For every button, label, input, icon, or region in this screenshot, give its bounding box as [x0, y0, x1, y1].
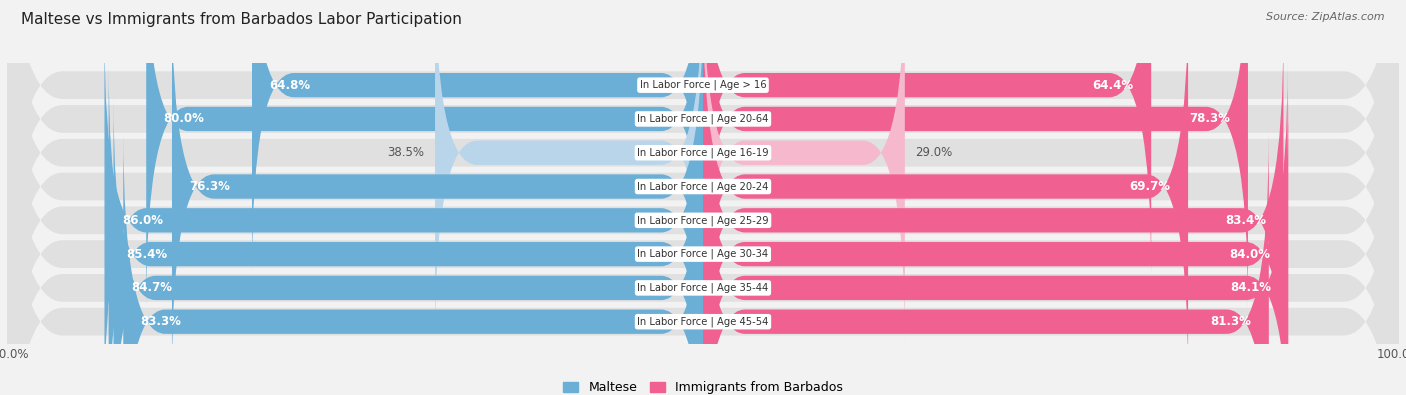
- Text: Source: ZipAtlas.com: Source: ZipAtlas.com: [1267, 12, 1385, 22]
- Text: 78.3%: 78.3%: [1189, 113, 1230, 126]
- Text: 84.0%: 84.0%: [1229, 248, 1270, 261]
- Text: 80.0%: 80.0%: [163, 113, 204, 126]
- Text: 29.0%: 29.0%: [915, 146, 952, 159]
- FancyBboxPatch shape: [703, 64, 1288, 395]
- FancyBboxPatch shape: [7, 0, 1399, 395]
- FancyBboxPatch shape: [7, 0, 1399, 342]
- Text: In Labor Force | Age 16-19: In Labor Force | Age 16-19: [637, 147, 769, 158]
- FancyBboxPatch shape: [703, 0, 905, 343]
- Text: In Labor Force | Age 20-24: In Labor Force | Age 20-24: [637, 181, 769, 192]
- FancyBboxPatch shape: [703, 30, 1284, 395]
- FancyBboxPatch shape: [172, 0, 703, 377]
- FancyBboxPatch shape: [7, 0, 1399, 395]
- Text: 76.3%: 76.3%: [190, 180, 231, 193]
- Text: 38.5%: 38.5%: [388, 146, 425, 159]
- Text: In Labor Force | Age 45-54: In Labor Force | Age 45-54: [637, 316, 769, 327]
- Text: 81.3%: 81.3%: [1211, 315, 1251, 328]
- FancyBboxPatch shape: [703, 131, 1268, 395]
- Text: In Labor Force | Age 30-34: In Labor Force | Age 30-34: [637, 249, 769, 260]
- FancyBboxPatch shape: [7, 0, 1399, 395]
- Text: Maltese vs Immigrants from Barbados Labor Participation: Maltese vs Immigrants from Barbados Labo…: [21, 12, 463, 27]
- Text: 85.4%: 85.4%: [127, 248, 167, 261]
- Legend: Maltese, Immigrants from Barbados: Maltese, Immigrants from Barbados: [558, 376, 848, 395]
- FancyBboxPatch shape: [434, 0, 703, 343]
- FancyBboxPatch shape: [7, 32, 1399, 395]
- FancyBboxPatch shape: [114, 97, 703, 395]
- Text: 86.0%: 86.0%: [122, 214, 163, 227]
- Text: 83.3%: 83.3%: [141, 315, 181, 328]
- Text: 83.4%: 83.4%: [1225, 214, 1265, 227]
- FancyBboxPatch shape: [703, 0, 1188, 377]
- Text: 64.4%: 64.4%: [1092, 79, 1133, 92]
- FancyBboxPatch shape: [703, 97, 1288, 395]
- FancyBboxPatch shape: [124, 131, 703, 395]
- Text: In Labor Force | Age 20-64: In Labor Force | Age 20-64: [637, 114, 769, 124]
- Text: In Labor Force | Age 25-29: In Labor Force | Age 25-29: [637, 215, 769, 226]
- FancyBboxPatch shape: [703, 0, 1249, 310]
- FancyBboxPatch shape: [7, 0, 1399, 395]
- Text: 84.1%: 84.1%: [1230, 281, 1271, 294]
- Text: 84.7%: 84.7%: [131, 281, 172, 294]
- FancyBboxPatch shape: [7, 0, 1399, 375]
- FancyBboxPatch shape: [108, 64, 703, 395]
- Text: 64.8%: 64.8%: [270, 79, 311, 92]
- Text: 69.7%: 69.7%: [1129, 180, 1171, 193]
- FancyBboxPatch shape: [7, 65, 1399, 395]
- FancyBboxPatch shape: [104, 30, 703, 395]
- Text: In Labor Force | Age 35-44: In Labor Force | Age 35-44: [637, 283, 769, 293]
- FancyBboxPatch shape: [146, 0, 703, 310]
- FancyBboxPatch shape: [252, 0, 703, 276]
- FancyBboxPatch shape: [703, 0, 1152, 276]
- Text: In Labor Force | Age > 16: In Labor Force | Age > 16: [640, 80, 766, 90]
